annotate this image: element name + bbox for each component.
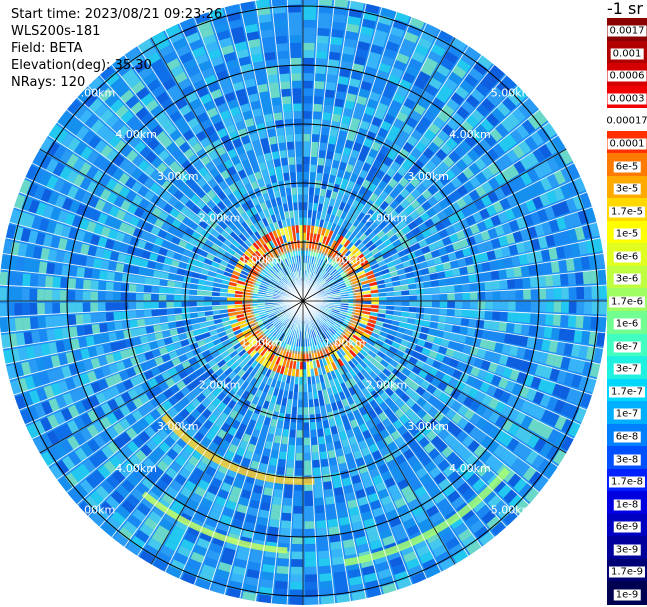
colorbar-tick-label: 1e-5 bbox=[613, 228, 641, 240]
range-ring-label: 2.00km bbox=[199, 212, 241, 225]
azimuth-spoke bbox=[150, 300, 304, 565]
colorbar-tick-label: 1.7e-5 bbox=[608, 206, 646, 218]
azimuth-spoke bbox=[150, 37, 304, 302]
colorbar-tick-label: 1e-7 bbox=[613, 408, 641, 420]
colorbar-tick-label: 0.001 bbox=[610, 48, 644, 60]
colorbar-tick-label: 1e-6 bbox=[613, 318, 641, 330]
colorbar-tick-label: 6e-7 bbox=[613, 341, 641, 353]
colorbar-tick-label: 1.7e-8 bbox=[608, 476, 646, 488]
colorbar-tick-label: 6e-8 bbox=[613, 431, 641, 443]
range-ring-label: 3.00km bbox=[157, 170, 199, 183]
nrays-label: NRays: 120 bbox=[11, 75, 86, 90]
colorbar-tick-label: 6e-6 bbox=[613, 251, 641, 263]
colorbar-tick-label: 1.7e-7 bbox=[608, 386, 646, 398]
range-ring-label: 5.00km bbox=[74, 86, 116, 99]
azimuth-spoke bbox=[39, 148, 304, 302]
colorbar-tick-label: 1e-9 bbox=[613, 589, 641, 601]
colorbar-tick-label: 0.00017 bbox=[604, 115, 647, 127]
colorbar-tick-label: 0.0001 bbox=[607, 138, 647, 150]
colorbar-unit-title: -1 sr bbox=[607, 0, 643, 18]
field-label: Field: BETA bbox=[11, 41, 83, 56]
colorbar-tick-label: 3e-6 bbox=[613, 273, 641, 285]
device-label: WLS200s-181 bbox=[11, 24, 101, 39]
colorbar-tick-label: 3e-7 bbox=[613, 363, 641, 375]
range-ring-label: 3.00km bbox=[157, 420, 199, 433]
range-ring-label: 2.00km bbox=[199, 378, 241, 391]
range-ring-label: 3.00km bbox=[407, 170, 449, 183]
scan-field bbox=[0, 0, 607, 605]
range-ring-label: 3.00km bbox=[407, 420, 449, 433]
range-ring-label: 5.00km bbox=[491, 86, 533, 99]
range-ring-label: 1.00km bbox=[240, 337, 282, 350]
colorbar-tick-label: 3e-8 bbox=[613, 454, 641, 465]
elevation-label: Elevation(deg): 35.30 bbox=[11, 58, 152, 73]
colorbar-tick-label: 0.0006 bbox=[607, 70, 647, 82]
colorbar-tick-label: 3e-5 bbox=[613, 183, 641, 195]
range-ring-label: 4.00km bbox=[449, 462, 491, 475]
colorbar-tick-label: 6e-5 bbox=[613, 161, 641, 172]
colorbar-tick-label: 1.7e-9 bbox=[608, 566, 646, 578]
range-ring-label: 4.00km bbox=[115, 462, 157, 475]
colorbar-tick-label: 3e-9 bbox=[613, 544, 641, 556]
range-ring-label: 1.00km bbox=[324, 337, 366, 350]
colorbar-tick-label: 1.7e-6 bbox=[608, 296, 646, 308]
azimuth-spoke bbox=[302, 300, 567, 454]
range-ring-label: 5.00km bbox=[491, 504, 533, 517]
azimuth-spoke bbox=[302, 37, 456, 302]
colorbar-tick-label: 0.0017 bbox=[607, 25, 647, 37]
azimuth-spoke bbox=[302, 148, 567, 302]
range-ring-label: 1.00km bbox=[240, 253, 282, 266]
colorbar-tick-label: 1e-8 bbox=[613, 499, 641, 511]
range-ring-label: 2.00km bbox=[366, 212, 408, 225]
ppi-scan-plot: 1.00km 1.00km 1.00km 1.00km 2.00km 2.00km 2.00… bbox=[0, 0, 607, 605]
azimuth-spoke bbox=[302, 300, 456, 565]
range-ring-label: 2.00km bbox=[366, 378, 408, 391]
range-ring-label: 4.00km bbox=[449, 128, 491, 141]
range-ring-label: 1.00km bbox=[324, 253, 366, 266]
colorbar-tick-label: 0.0003 bbox=[607, 93, 647, 105]
range-ring-label: 4.00km bbox=[115, 128, 157, 141]
start-time-label: Start time: 2023/08/21 09:23:26 bbox=[11, 7, 223, 22]
colorbar-tick-label: 6e-9 bbox=[613, 521, 641, 533]
azimuth-spoke bbox=[39, 300, 304, 454]
range-ring-label: 5.00km bbox=[74, 504, 116, 517]
